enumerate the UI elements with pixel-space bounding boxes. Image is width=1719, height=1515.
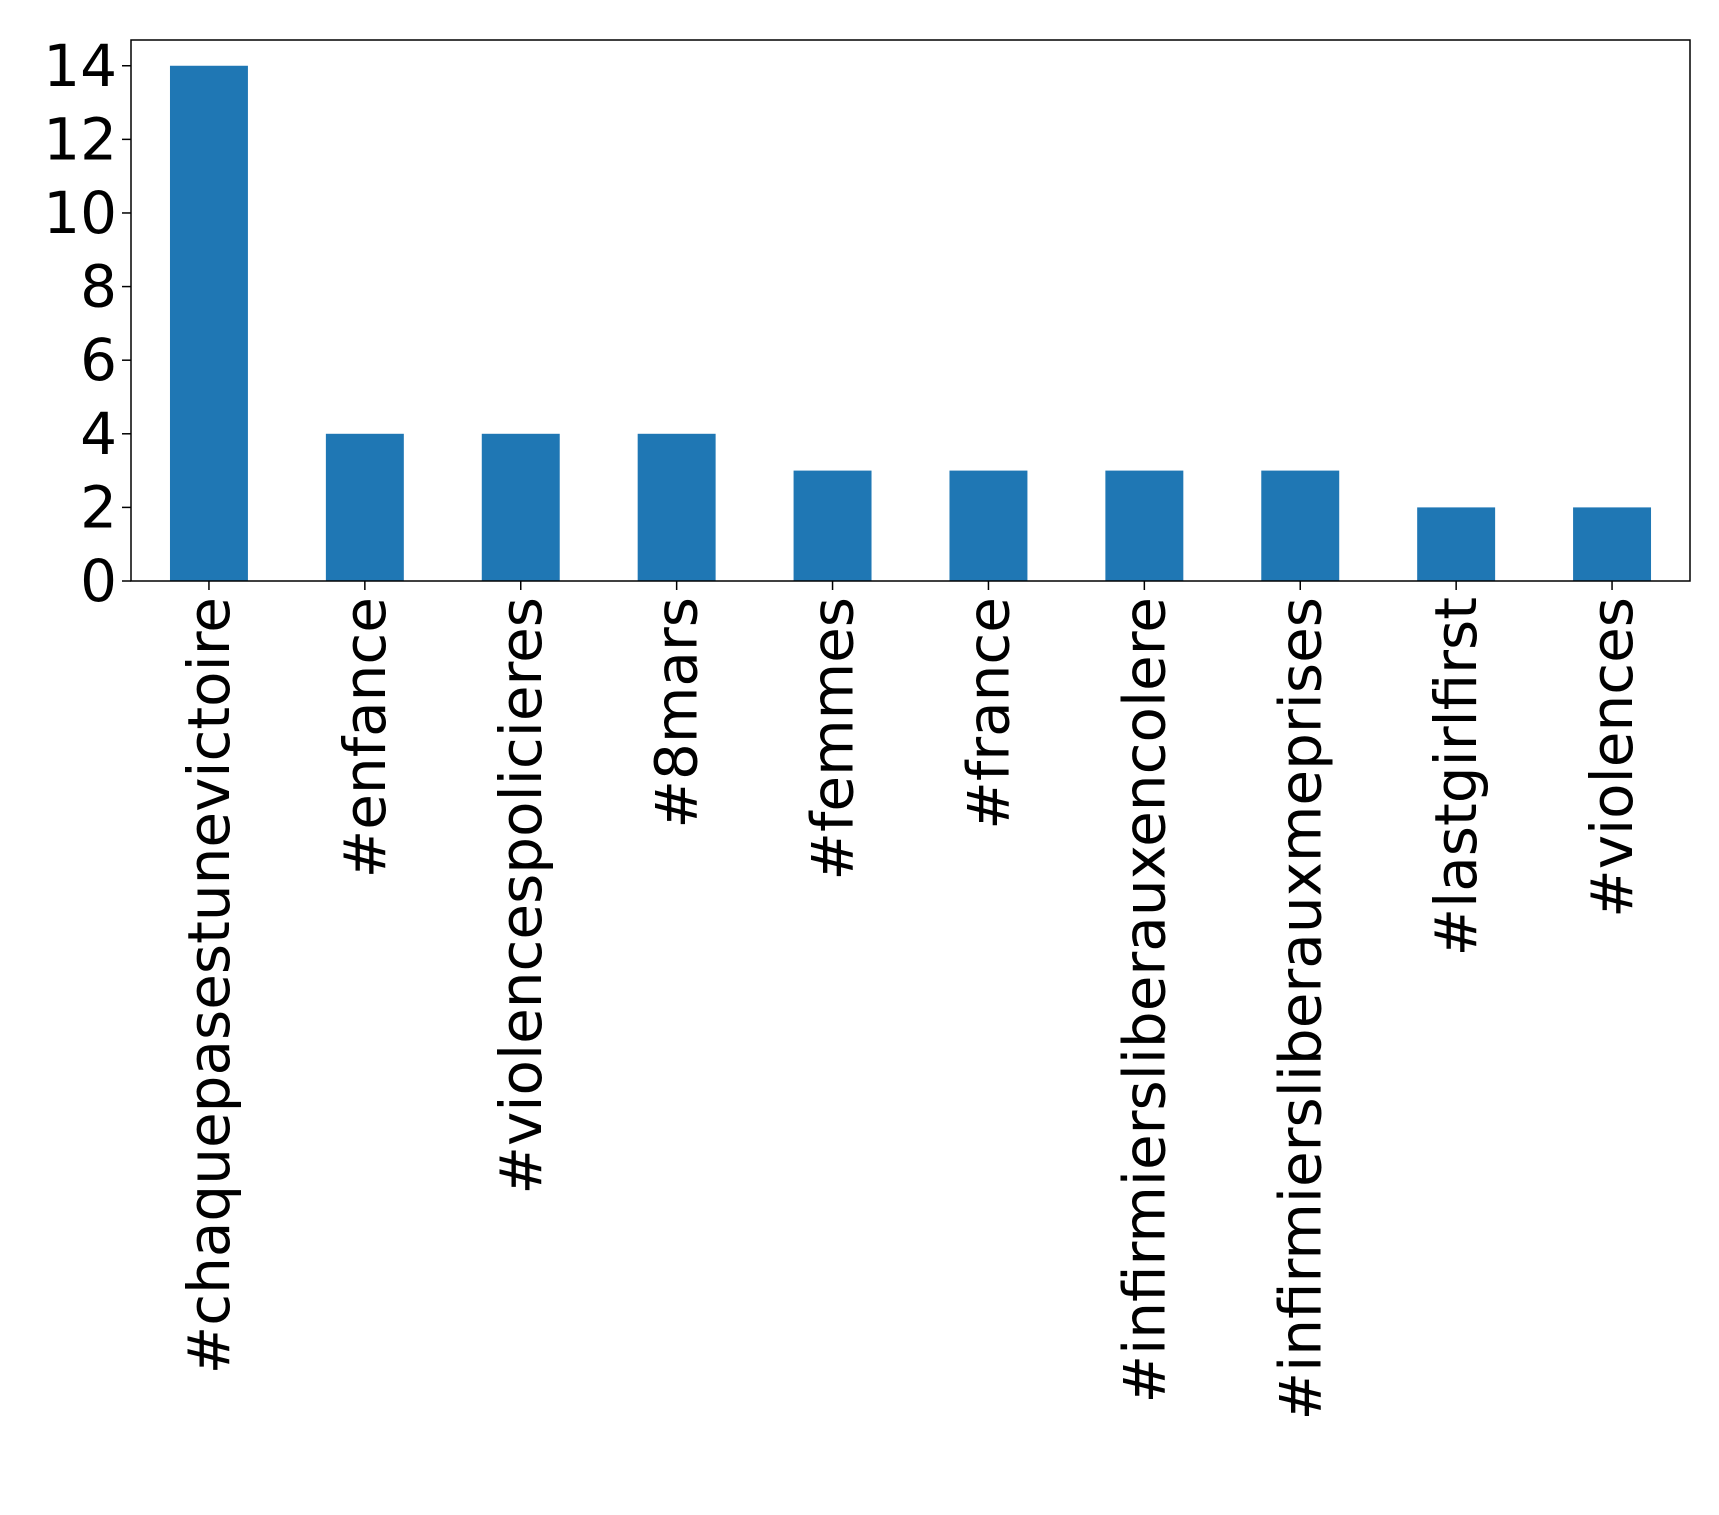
x-tick-label: #lastgirlfirst xyxy=(1422,597,1490,956)
x-tick-label: #violences xyxy=(1578,597,1646,918)
bar xyxy=(1261,470,1340,581)
y-tick-label: 6 xyxy=(80,326,117,394)
bar xyxy=(481,433,560,581)
bar xyxy=(1417,507,1496,581)
y-tick-label: 8 xyxy=(80,253,117,321)
x-tick-label: #infirmiersliberauxencolere xyxy=(1110,597,1178,1403)
bar xyxy=(637,433,716,581)
y-tick-label: 0 xyxy=(80,547,117,615)
x-tick-label: #femmes xyxy=(799,597,867,881)
bar xyxy=(169,65,248,581)
x-axis: #chaquepasestunevictoire #enfance #violenc… xyxy=(175,581,1646,1420)
y-tick-label: 10 xyxy=(43,179,117,247)
bar xyxy=(1573,507,1652,581)
x-tick-label: #france xyxy=(954,597,1022,830)
x-tick-label: #8mars xyxy=(643,597,711,829)
y-tick-label: 2 xyxy=(80,473,117,541)
y-tick-label: 12 xyxy=(43,105,117,173)
bar xyxy=(793,470,872,581)
x-tick-label: #violencespolicieres xyxy=(487,597,555,1195)
bar xyxy=(325,433,404,581)
bars-group xyxy=(169,65,1652,581)
plot-frame xyxy=(130,39,1691,582)
x-tick-label: #infirmiersliberauxmeprises xyxy=(1266,597,1334,1420)
x-tick-label: #enfance xyxy=(331,597,399,878)
y-tick-label: 14 xyxy=(43,32,117,100)
bar xyxy=(1105,470,1184,581)
x-tick-label: #chaquepasestunevictoire xyxy=(175,597,243,1374)
bar xyxy=(949,470,1028,581)
y-tick-label: 4 xyxy=(80,400,117,468)
